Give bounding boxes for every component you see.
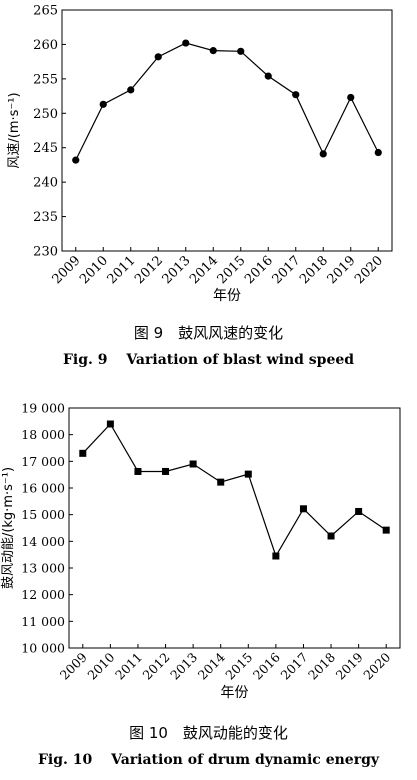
- data-point-marker: [347, 93, 355, 102]
- x-tick-label: 2016: [250, 649, 283, 682]
- y-axis-title: 风速/(m·s⁻¹): [7, 92, 22, 168]
- figure-10-caption-en: Fig. 10 Variation of drum dynamic energy: [37, 752, 379, 768]
- x-tick-label: 2020: [360, 649, 393, 682]
- y-tick-label: 13 000: [21, 561, 65, 576]
- x-tick-label: 2015: [215, 253, 249, 287]
- data-point-marker: [209, 47, 217, 55]
- data-point-marker: [382, 526, 390, 534]
- y-tick-label: 265: [33, 4, 58, 19]
- y-axis-title: 鼓风动能/(kg·m·s⁻¹): [1, 467, 16, 589]
- data-point-marker: [355, 507, 363, 515]
- y-tick-label: 17 000: [21, 454, 65, 469]
- x-tick-label: 2018: [305, 649, 338, 682]
- blast-kinetic-energy-chart: 10 000 11 000 12 000 13 000 14 000 15 000 16 0…: [1, 401, 401, 701]
- y-tick-label: 16 000: [21, 481, 65, 496]
- x-tick-label: 2010: [77, 253, 111, 287]
- data-point-marker: [154, 53, 162, 61]
- y-tick-label: 14 000: [21, 534, 65, 549]
- y-tick-label: 11 000: [21, 614, 65, 629]
- figure-10-caption-cn: 图 10 鼓风动能的变化: [129, 724, 288, 742]
- x-axis-title: 年份: [213, 288, 241, 304]
- x-tick-label: 2013: [167, 649, 200, 682]
- data-point-marker: [292, 91, 300, 99]
- plot-frame: [61, 9, 393, 252]
- data-point-marker: [237, 47, 245, 55]
- data-point-marker: [127, 86, 135, 94]
- x-tick-label: 2018: [297, 253, 331, 287]
- data-point-marker: [327, 532, 335, 540]
- x-tick-label: 2016: [242, 253, 276, 287]
- y-tick-label: 250: [33, 107, 58, 122]
- y-tick-label: 10 000: [21, 641, 65, 656]
- data-point-marker: [72, 156, 80, 164]
- data-point-marker: [299, 505, 307, 513]
- y-tick-label: 235: [33, 210, 58, 225]
- data-point-marker: [264, 72, 272, 80]
- data-point-marker: [319, 150, 327, 158]
- data-point-marker: [272, 552, 280, 560]
- y-tick-label: 18 000: [21, 427, 65, 442]
- x-tick-label: 2014: [195, 649, 228, 682]
- x-tick-label: 2014: [187, 253, 221, 287]
- data-point-marker: [99, 100, 107, 108]
- y-tick-label: 12 000: [21, 587, 65, 602]
- x-tick-label: 2012: [140, 650, 173, 683]
- x-tick-label: 2010: [84, 649, 117, 682]
- x-axis-title: 年份: [221, 685, 249, 701]
- x-tick-label: 2011: [105, 253, 139, 287]
- x-tick-label: 2015: [222, 650, 255, 683]
- y-tick-label: 260: [33, 38, 58, 53]
- y-tick-label: 240: [33, 176, 58, 191]
- y-tick-label: 19 000: [21, 401, 65, 416]
- x-tick-label: 2017: [277, 649, 310, 682]
- data-point-marker: [374, 148, 382, 157]
- figure-9-caption-en: Fig. 9 Variation of blast wind speed: [62, 352, 355, 368]
- y-tick-label: 255: [33, 72, 58, 87]
- data-point-marker: [134, 467, 142, 475]
- x-tick-label: 2020: [352, 253, 386, 287]
- y-tick-label: 245: [33, 141, 58, 156]
- data-point-marker: [79, 449, 87, 457]
- y-tick-label: 15 000: [21, 507, 65, 522]
- x-tick-label: 2011: [112, 650, 145, 683]
- wind-speed-chart: 2302352402452502552602652009201020112012…: [7, 4, 393, 304]
- data-point-marker: [106, 420, 114, 428]
- y-tick-label: 230: [33, 245, 58, 260]
- data-point-marker: [217, 478, 225, 486]
- figure-9-caption-cn: 图 9 鼓风风速的变化: [133, 324, 284, 342]
- plot-frame: [68, 407, 401, 649]
- x-tick-label: 2013: [160, 253, 194, 287]
- data-point-marker: [162, 467, 170, 475]
- data-point-marker: [182, 39, 190, 47]
- x-tick-label: 2019: [333, 649, 366, 682]
- series-line: [82, 423, 387, 558]
- data-point-marker: [244, 470, 252, 478]
- data-point-marker: [189, 460, 197, 468]
- x-tick-label: 2017: [270, 253, 304, 287]
- x-tick-label: 2012: [132, 253, 166, 287]
- x-tick-label: 2019: [325, 253, 359, 287]
- series-line: [75, 42, 379, 161]
